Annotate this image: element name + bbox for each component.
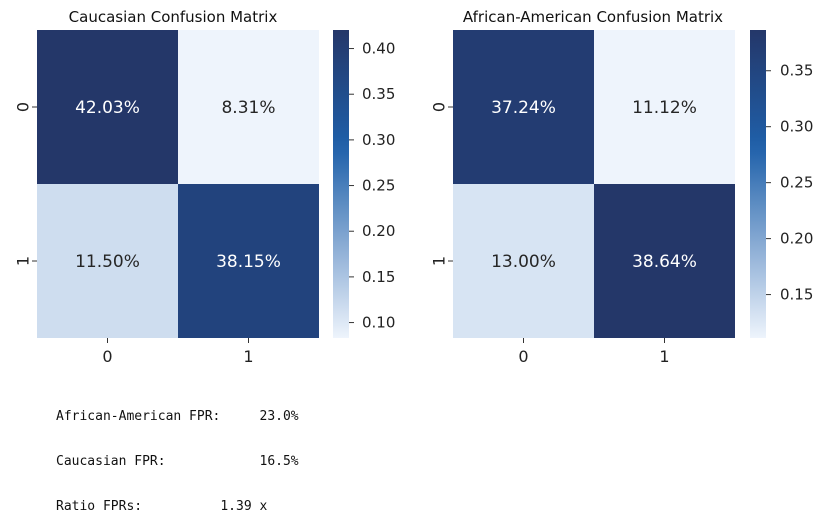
caucasian-colorbar (333, 30, 349, 338)
caucasian-cell-0-0 (37, 30, 178, 184)
african-american-chart-title: African-American Confusion Matrix (463, 8, 723, 26)
caucasian-y-tick-label-0: 0 (14, 102, 33, 112)
african-american-colorbar-tick-label-3: 0.30 (780, 118, 813, 136)
caucasian-cell-0-1 (178, 30, 319, 184)
african-american-cell-label-0-1: 11.12% (632, 98, 697, 118)
caucasian-heatmap: Caucasian Confusion Matrix 42.03% 8.31% 11.… (14, 8, 396, 366)
caucasian-colorbar-tick-label-5: 0.35 (362, 85, 395, 103)
caucasian-cell-label-0-1: 8.31% (221, 98, 275, 118)
african-american-cell-label-1-0: 13.00% (491, 252, 556, 272)
caucasian-chart-title: Caucasian Confusion Matrix (69, 8, 278, 26)
african-american-y-tick-label-1: 1 (430, 256, 449, 266)
african-american-y-tick-label-0: 0 (430, 102, 449, 112)
african-american-colorbar-tick-label-4: 0.35 (780, 62, 813, 80)
african-american-heatmap: African-American Confusion Matrix 37.24% 1… (430, 8, 814, 366)
african-american-fpr-text: African-American FPR: 23.0% (56, 409, 299, 424)
african-american-cell-label-0-0: 37.24% (491, 98, 556, 118)
caucasian-colorbar-tick-label-2: 0.20 (362, 222, 395, 240)
caucasian-colorbar-tick-label-0: 0.10 (362, 314, 395, 332)
caucasian-colorbar-tick-label-4: 0.30 (362, 131, 395, 149)
confusion-matrices-figure: Caucasian Confusion Matrix 42.03% 8.31% 11.… (14, 8, 814, 366)
caucasian-x-tick-label-0: 0 (102, 347, 112, 366)
african-american-colorbar (750, 30, 766, 338)
fpr-stats-block: African-American FPR: 23.0% Caucasian FP… (56, 379, 299, 529)
african-american-cell-1-0 (453, 184, 594, 338)
caucasian-y-tick-label-1: 1 (14, 256, 33, 266)
caucasian-colorbar-tick-label-6: 0.40 (362, 40, 395, 58)
african-american-colorbar-tick-label-0: 0.15 (780, 286, 813, 304)
african-american-cell-label-1-1: 38.64% (632, 252, 697, 272)
african-american-cell-0-0 (453, 30, 594, 184)
caucasian-cell-label-1-1: 38.15% (216, 252, 281, 272)
caucasian-fpr-text: Caucasian FPR: 16.5% (56, 454, 299, 469)
caucasian-x-tick-label-1: 1 (243, 347, 253, 366)
caucasian-cell-1-1 (178, 184, 319, 338)
african-american-cell-0-1 (594, 30, 735, 184)
african-american-colorbar-tick-label-2: 0.25 (780, 174, 813, 192)
caucasian-colorbar-tick-label-3: 0.25 (362, 177, 395, 195)
african-american-x-tick-label-0: 0 (518, 347, 528, 366)
ratio-fprs-text: Ratio FPRs: 1.39 x (56, 499, 268, 514)
african-american-cell-1-1 (594, 184, 735, 338)
caucasian-cell-1-0 (37, 184, 178, 338)
african-american-colorbar-tick-label-1: 0.20 (780, 230, 813, 248)
african-american-x-tick-label-1: 1 (659, 347, 669, 366)
caucasian-cell-label-0-0: 42.03% (75, 98, 140, 118)
caucasian-cell-label-1-0: 11.50% (75, 252, 140, 272)
caucasian-colorbar-tick-label-1: 0.15 (362, 268, 395, 286)
